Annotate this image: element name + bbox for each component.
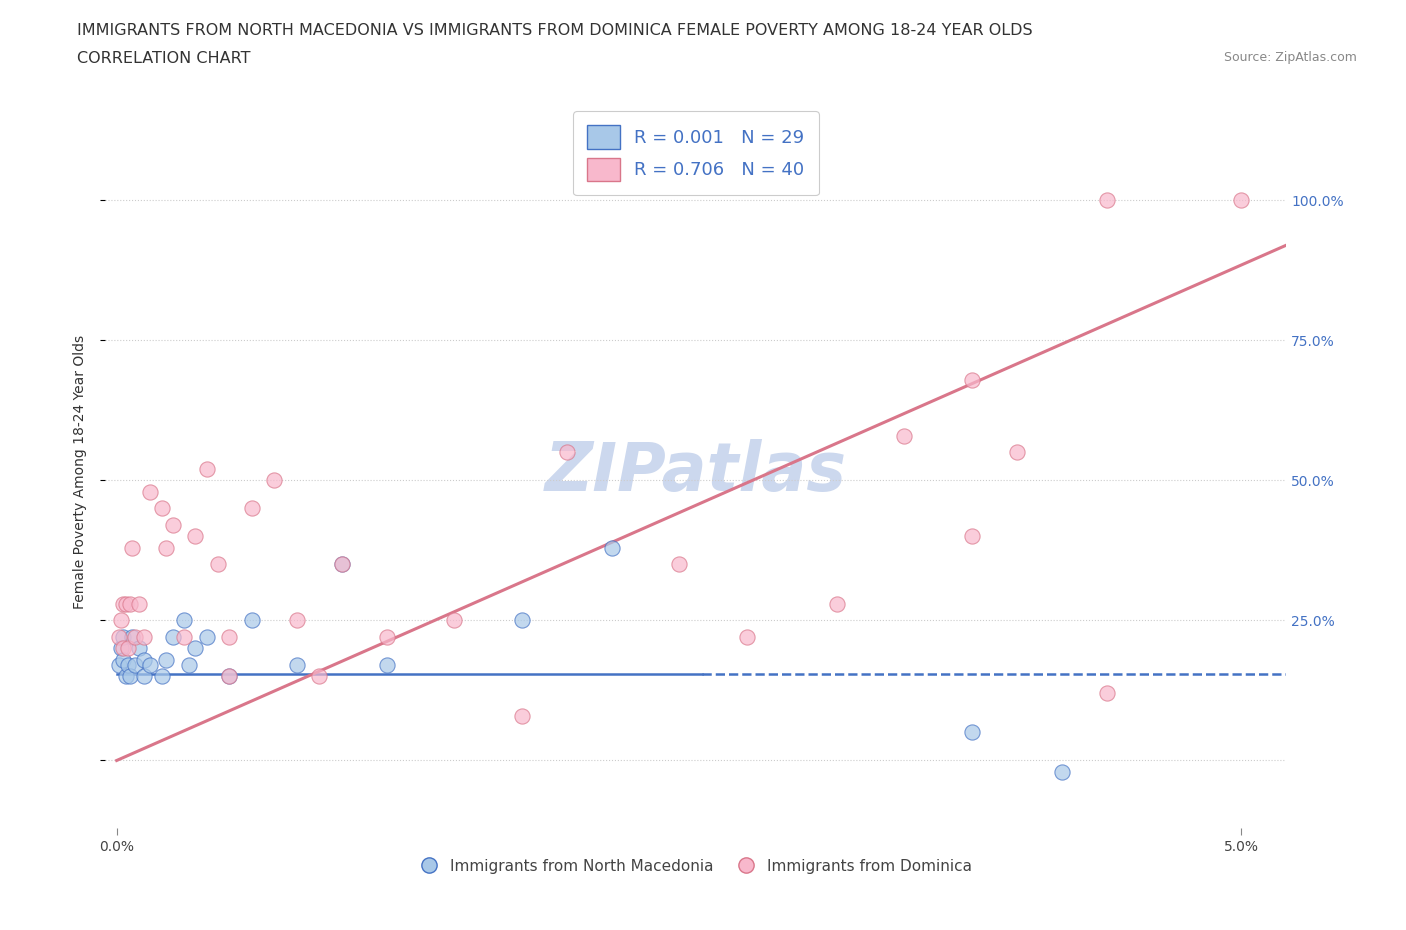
Point [112, 641, 135, 656]
Point [184, 529, 207, 544]
Text: ZIPatlas: ZIPatlas [546, 439, 846, 505]
Point [330, 557, 353, 572]
Point [825, 596, 848, 611]
Point [132, 630, 155, 644]
Point [155, 540, 177, 555]
Point [600, 540, 623, 555]
Point [112, 596, 135, 611]
Point [218, 669, 240, 684]
Point [240, 501, 263, 516]
Text: IMMIGRANTS FROM NORTH MACEDONIA VS IMMIGRANTS FROM DOMINICA FEMALE POVERTY AMONG: IMMIGRANTS FROM NORTH MACEDONIA VS IMMIG… [77, 23, 1033, 38]
Point [132, 669, 155, 684]
Point [108, 630, 131, 644]
Point [139, 485, 162, 499]
Point [375, 630, 398, 644]
Point [132, 652, 155, 667]
Point [124, 630, 146, 644]
Point [330, 557, 353, 572]
Point [110, 613, 132, 628]
Point [117, 641, 139, 656]
Text: CORRELATION CHART: CORRELATION CHART [77, 51, 250, 66]
Point [285, 613, 308, 628]
Point [555, 445, 578, 459]
Point [173, 613, 195, 628]
Point [263, 473, 285, 488]
Point [285, 658, 308, 672]
Point [735, 630, 758, 644]
Point [120, 669, 142, 684]
Point [1005, 445, 1028, 459]
Point [1095, 193, 1118, 207]
Point [184, 641, 207, 656]
Point [218, 630, 240, 644]
Point [114, 596, 136, 611]
Point [207, 557, 229, 572]
Point [121, 540, 143, 555]
Point [218, 669, 240, 684]
Point [1095, 685, 1118, 700]
Point [117, 658, 139, 672]
Point [893, 428, 915, 443]
Text: Source: ZipAtlas.com: Source: ZipAtlas.com [1223, 51, 1357, 64]
Point [150, 501, 173, 516]
Point [960, 725, 983, 740]
Point [195, 461, 218, 476]
Point [960, 372, 983, 387]
Point [510, 613, 533, 628]
Point [120, 596, 142, 611]
Point [139, 658, 162, 672]
Y-axis label: Female Poverty Among 18-24 Year Olds: Female Poverty Among 18-24 Year Olds [73, 335, 87, 609]
Point [240, 613, 263, 628]
Point [443, 613, 465, 628]
Point [510, 709, 533, 724]
Point [1050, 764, 1073, 779]
Point [1230, 193, 1253, 207]
Point [128, 596, 150, 611]
Point [108, 658, 131, 672]
Point [121, 630, 143, 644]
Point [173, 630, 195, 644]
Point [110, 641, 132, 656]
Point [308, 669, 330, 684]
Point [112, 630, 135, 644]
Point [960, 529, 983, 544]
Point [155, 652, 177, 667]
Point [128, 641, 150, 656]
Legend: Immigrants from North Macedonia, Immigrants from Dominica: Immigrants from North Macedonia, Immigra… [413, 852, 979, 881]
Point [150, 669, 173, 684]
Point [668, 557, 690, 572]
Point [177, 658, 200, 672]
Point [114, 669, 136, 684]
Point [195, 630, 218, 644]
Point [112, 652, 135, 667]
Point [124, 658, 146, 672]
Point [162, 630, 184, 644]
Point [162, 518, 184, 533]
Point [375, 658, 398, 672]
